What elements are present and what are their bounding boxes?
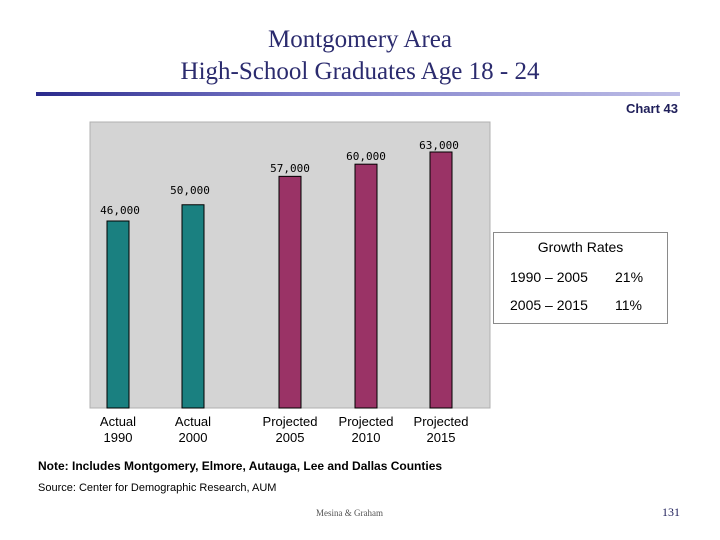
category-label-5-line-2: 2015 (427, 430, 456, 445)
category-label-1-line-2: 1990 (104, 430, 133, 445)
footer-credit: Mesina & Graham (316, 508, 383, 518)
growth-row-1: 1990 – 2005 21% (510, 269, 643, 285)
source-text: Source: Center for Demographic Research,… (38, 482, 277, 494)
category-label-3-line-1: Projected (263, 414, 318, 429)
data-label-2: 50,000 (170, 184, 210, 197)
title-line-2: High-School Graduates Age 18 - 24 (180, 58, 540, 85)
growth-row-2-rate: 11% (615, 297, 642, 313)
growth-rates-title: Growth Rates (537, 239, 624, 255)
data-label-4: 60,000 (346, 150, 386, 163)
bar-2 (181, 204, 205, 409)
bar-5 (429, 151, 453, 409)
note-text: Note: Includes Montgomery, Elmore, Autau… (38, 459, 443, 473)
data-label-1: 46,000 (100, 204, 140, 217)
page-number: 131 (662, 505, 680, 519)
growth-row-2: 2005 – 2015 11% (510, 297, 642, 313)
growth-row-2-period: 2005 – 2015 (510, 297, 588, 313)
growth-row-1-rate: 21% (615, 269, 644, 285)
bar-4 (354, 163, 378, 409)
category-label-1-line-1: Actual (100, 414, 136, 429)
title-line-1: Montgomery Area (268, 26, 452, 53)
category-label-2-line-1: Actual (175, 414, 211, 429)
chart-number-label: Chart 43 (625, 101, 678, 116)
category-label-5-line-1: Projected (414, 414, 469, 429)
title-underline (36, 92, 680, 96)
bar-1 (106, 220, 130, 409)
data-label-5: 63,000 (419, 139, 459, 152)
data-label-3: 57,000 (270, 162, 310, 175)
category-label-2-line-2: 2000 (179, 430, 208, 445)
bar-3 (278, 175, 302, 409)
category-label-4-line-1: Projected (339, 414, 394, 429)
category-label-3-line-2: 2005 (276, 430, 305, 445)
growth-rates-box: Growth Rates 1990 – 2005 21% 2005 – 2015… (493, 232, 668, 324)
category-label-4-line-2: 2010 (352, 430, 381, 445)
growth-row-1-period: 1990 – 2005 (510, 269, 588, 285)
